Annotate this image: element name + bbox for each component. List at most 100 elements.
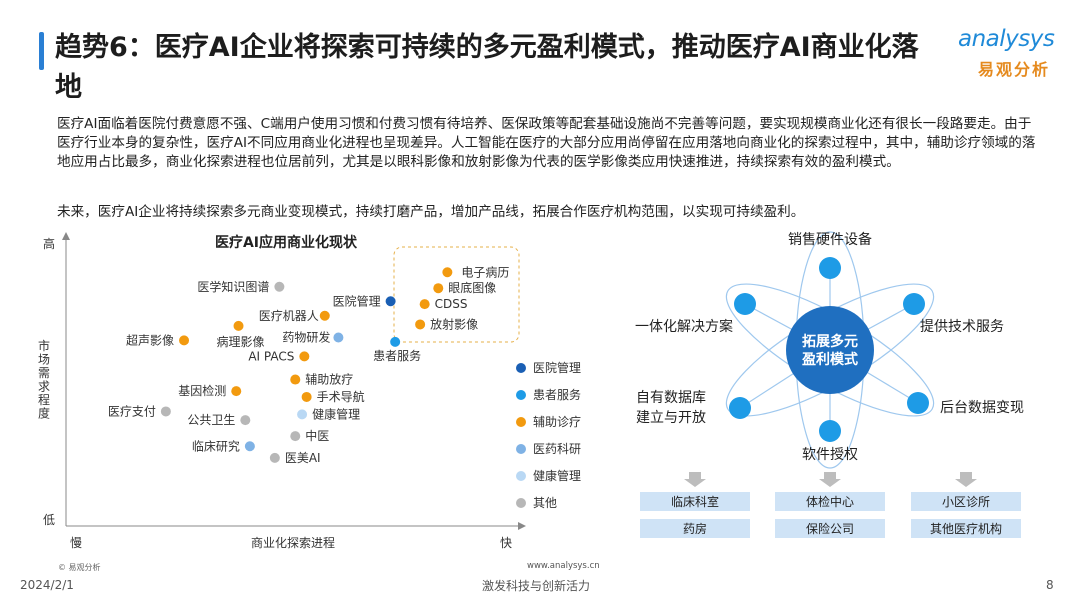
- scatter-point-group: 健康管理: [297, 406, 360, 421]
- point-label: 医疗支付: [108, 404, 156, 418]
- institution-label: 其他医疗机构: [930, 521, 1002, 536]
- scatter-point: [290, 374, 301, 385]
- scatter-point-group: 辅助放疗: [290, 372, 353, 387]
- scatter-point-group: 超声影像: [126, 332, 190, 347]
- scatter-point: [385, 296, 396, 307]
- profit-node-label: 销售硬件设备: [788, 231, 872, 248]
- scatter-point: [297, 409, 308, 420]
- website-url: www.analysys.cn: [527, 561, 600, 571]
- point-label: 临床研究: [192, 438, 240, 453]
- scatter-point-group: 手术导航: [301, 389, 365, 404]
- point-label: AI PACS: [248, 349, 294, 363]
- hub-label-line2: 盈利模式: [801, 351, 858, 368]
- point-label: 电子病历: [461, 264, 509, 279]
- point-label: 公共卫生: [187, 413, 235, 427]
- scatter-point: [269, 452, 280, 463]
- point-label: 患者服务: [373, 348, 421, 363]
- scatter-point-group: 药物研发: [282, 330, 344, 345]
- profit-node-label: 后台数据变现: [940, 400, 1024, 416]
- point-label: 药物研发: [282, 330, 330, 345]
- scatter-point: [415, 319, 426, 330]
- down-arrow: [684, 472, 706, 487]
- profit-node-left-top: [734, 293, 756, 315]
- legend-swatch: [516, 471, 526, 481]
- point-label: 医学知识图谱: [197, 279, 269, 294]
- scatter-point: [160, 406, 171, 417]
- scatter-point-group: 医美AI: [269, 451, 321, 465]
- scatter-point: [231, 386, 242, 397]
- y-axis-label-char: 需: [38, 366, 50, 380]
- scatter-point: [333, 332, 344, 343]
- institution-label: 临床科室: [671, 494, 719, 509]
- profit-node-label: 软件授权: [802, 447, 858, 463]
- institution-box: [640, 519, 750, 538]
- y-axis-label-char: 场: [38, 353, 50, 367]
- title-accent-bar: [39, 32, 44, 70]
- institution-label: 小区诊所: [942, 495, 990, 509]
- legend-label: 患者服务: [533, 387, 581, 402]
- scatter-point: [244, 441, 255, 452]
- institution-label: 体检中心: [806, 494, 854, 509]
- x-low-label: 慢: [70, 536, 82, 550]
- point-label: 基因检测: [178, 383, 226, 398]
- legend-label: 其他: [533, 496, 557, 510]
- down-arrow: [955, 472, 977, 487]
- point-label: 辅助放疗: [305, 372, 353, 387]
- scatter-point-group: 医疗机器人: [259, 309, 330, 323]
- scatter-point: [290, 431, 301, 442]
- scatter-point-group: 公共卫生: [187, 413, 251, 427]
- profit-node-bottom: [819, 420, 841, 442]
- legend-swatch: [516, 363, 526, 373]
- hub-label-line1: 拓展多元: [802, 333, 858, 350]
- scatter-point: [233, 320, 244, 331]
- point-label: 病理影像: [217, 334, 265, 349]
- scatter-point: [390, 336, 401, 347]
- point-label: 超声影像: [126, 332, 174, 347]
- scatter-point-group: 医学知识图谱: [197, 279, 285, 294]
- y-axis-label-char: 度: [38, 406, 50, 421]
- legend-label: 健康管理: [533, 468, 581, 483]
- point-label: 医院管理: [333, 293, 381, 308]
- point-label: 眼底图像: [448, 280, 496, 295]
- y-axis-label-char: 市: [38, 338, 50, 353]
- legend-swatch: [516, 417, 526, 427]
- institution-box: [911, 492, 1021, 511]
- scatter-point: [179, 335, 190, 346]
- scatter-point: [299, 351, 310, 362]
- legend-label: 医药科研: [533, 442, 581, 456]
- hub-circle: [786, 306, 874, 394]
- profit-node-right-bottom: [907, 392, 929, 414]
- scatter-point: [319, 310, 330, 321]
- profit-node-label: 自有数据库: [636, 390, 706, 406]
- point-label: 放射影像: [430, 316, 478, 331]
- scatter-point-group: 患者服务: [373, 336, 421, 363]
- page-number: 8: [1046, 578, 1054, 592]
- publish-date: 2024/2/1: [20, 578, 74, 592]
- point-label: 手术导航: [317, 389, 365, 404]
- scatter-point-group: 眼底图像: [433, 280, 496, 295]
- point-label: 健康管理: [312, 406, 360, 421]
- profit-node-label: 提供技术服务: [920, 319, 1004, 335]
- intro-paragraph: 医疗AI面临着医院付费意愿不强、C端用户使用习惯和付费习惯有待培养、医保政策等配…: [57, 116, 1036, 170]
- scatter-point-group: AI PACS: [248, 349, 310, 363]
- profit-node-label: 一体化解决方案: [635, 318, 733, 335]
- legend-label: 医院管理: [533, 360, 581, 375]
- scatter-point: [442, 267, 453, 278]
- scatter-point: [240, 415, 251, 426]
- scatter-point-group: 病理影像: [217, 320, 265, 349]
- institution-label: 药房: [683, 521, 707, 536]
- scatter-point-group: 临床研究: [192, 438, 255, 453]
- scatter-point-group: CDSS: [419, 297, 468, 311]
- profit-node-left-bottom: [729, 397, 751, 419]
- legend-swatch: [516, 390, 526, 400]
- point-label: 医疗机器人: [259, 309, 319, 323]
- analysys-logo: analysys 易观分析: [958, 24, 1068, 80]
- y-high-label: 高: [43, 236, 55, 251]
- profit-node-top: [819, 257, 841, 279]
- y-axis-label-char: 求: [38, 380, 50, 394]
